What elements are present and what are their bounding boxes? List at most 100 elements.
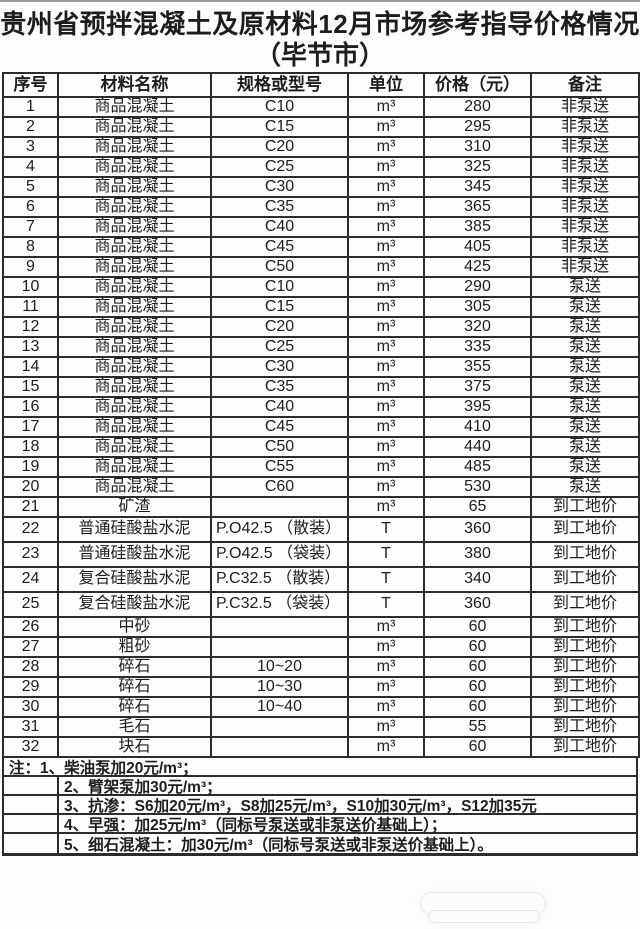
table-row: 21 矿渣 m³ 65 到工地价 [2, 496, 640, 518]
table-row: 5 商品混凝土 C30 m³ 345 非泵送 [2, 176, 640, 198]
cell-unit: m³ [347, 436, 425, 458]
column-header: 单位 [347, 72, 425, 98]
cell-material: 中砂 [57, 616, 212, 638]
cell-spec: C35 [210, 376, 349, 398]
cell-material: 商品混凝土 [57, 116, 212, 138]
table-row: 14 商品混凝土 C30 m³ 355 泵送 [2, 356, 640, 378]
cell-note: 到工地价 [530, 516, 640, 543]
cell-material: 复合硅酸盐水泥 [57, 566, 212, 593]
table-row: 6 商品混凝土 C35 m³ 365 非泵送 [2, 196, 640, 218]
cell-material: 块石 [57, 736, 212, 758]
cell-no: 11 [2, 296, 59, 318]
cell-note: 到工地价 [530, 496, 640, 518]
table-row: 30 碎石 10~40 m³ 60 到工地价 [2, 696, 640, 718]
cell-no: 29 [2, 676, 59, 698]
table-row: 29 碎石 10~30 m³ 60 到工地价 [2, 676, 640, 698]
cell-unit: m³ [347, 316, 425, 338]
cell-unit: m³ [347, 156, 425, 178]
table-row: 22 普通硅酸盐水泥 P.O42.5 （散装） T 360 到工地价 [2, 516, 640, 543]
cell-material: 矿渣 [57, 496, 212, 518]
cell-note: 非泵送 [530, 196, 640, 218]
cell-unit: m³ [347, 216, 425, 238]
cell-spec: C50 [210, 256, 349, 278]
table-row: 4 商品混凝土 C25 m³ 325 非泵送 [2, 156, 640, 178]
note-text: 注：1、柴油泵加20元/m³； [9, 759, 198, 777]
note-row: 2、臂架泵加30元/m³； [4, 777, 636, 796]
cell-spec: P.C32.5 （散装） [210, 566, 349, 593]
cell-unit: m³ [347, 676, 425, 698]
cell-note: 泵送 [530, 276, 640, 298]
cell-spec: C60 [210, 476, 349, 498]
title-block: 贵州省预拌混凝土及原材料12月市场参考指导价格情况 （毕节市） [0, 2, 640, 72]
cell-no: 26 [2, 616, 59, 638]
table-row: 31 毛石 m³ 55 到工地价 [2, 716, 640, 738]
cell-no: 19 [2, 456, 59, 478]
cell-material: 碎石 [57, 656, 212, 678]
cell-material: 商品混凝土 [57, 136, 212, 158]
cell-spec: C15 [210, 116, 349, 138]
table-row: 13 商品混凝土 C25 m³ 335 泵送 [2, 336, 640, 358]
cell-note: 到工地价 [530, 616, 640, 638]
cell-spec: C10 [210, 276, 349, 298]
cell-price: 485 [423, 456, 532, 478]
table-row: 3 商品混凝土 C20 m³ 310 非泵送 [2, 136, 640, 158]
cell-price: 405 [423, 236, 532, 258]
cell-no: 8 [2, 236, 59, 258]
column-header: 价格（元） [423, 72, 532, 98]
cell-price: 65 [423, 496, 532, 518]
cell-note: 非泵送 [530, 156, 640, 178]
cell-material: 商品混凝土 [57, 256, 212, 278]
cell-spec: P.O42.5 （袋装） [210, 541, 349, 568]
note-text: 3、抗渗：S6加20元/m³，S8加25元/m³，S10加30元/m³，S12加… [64, 797, 537, 815]
cell-unit: m³ [347, 96, 425, 118]
table-row: 9 商品混凝土 C50 m³ 425 非泵送 [2, 256, 640, 278]
cell-material: 复合硅酸盐水泥 [57, 591, 212, 618]
table-row: 16 商品混凝土 C40 m³ 395 泵送 [2, 396, 640, 418]
table-row: 7 商品混凝土 C40 m³ 385 非泵送 [2, 216, 640, 238]
header-row: 序号 材料名称 规格或型号 单位 价格（元） 备注 [2, 72, 640, 98]
cell-note: 泵送 [530, 436, 640, 458]
cell-no: 23 [2, 541, 59, 568]
cell-spec: C55 [210, 456, 349, 478]
cell-spec: C35 [210, 196, 349, 218]
cell-price: 395 [423, 396, 532, 418]
cell-material: 商品混凝土 [57, 356, 212, 378]
note-text: 2、臂架泵加30元/m³； [64, 778, 222, 796]
cell-no: 18 [2, 436, 59, 458]
table-row: 1 商品混凝土 C10 m³ 280 非泵送 [2, 96, 640, 118]
cell-price: 60 [423, 736, 532, 758]
cell-material: 商品混凝土 [57, 476, 212, 498]
note-indent-cell [4, 796, 59, 813]
note-indent-cell [4, 834, 59, 853]
cell-spec [210, 636, 349, 658]
cell-no: 3 [2, 136, 59, 158]
cell-spec: C30 [210, 176, 349, 198]
cell-material: 碎石 [57, 676, 212, 698]
cell-spec: C15 [210, 296, 349, 318]
cell-unit: m³ [347, 136, 425, 158]
notes-section: 注：1、柴油泵加20元/m³； 2、臂架泵加30元/m³； 3、抗渗：S6加20元/… [2, 758, 638, 856]
cell-no: 20 [2, 476, 59, 498]
cell-material: 商品混凝土 [57, 156, 212, 178]
cell-no: 10 [2, 276, 59, 298]
note-row: 注：1、柴油泵加20元/m³； [4, 758, 636, 777]
cell-unit: m³ [347, 616, 425, 638]
note-row: 5、细石混凝土：加30元/m³（同标号泵送或非泵送价基础上）。 [4, 834, 636, 854]
cell-no: 25 [2, 591, 59, 618]
cell-price: 530 [423, 476, 532, 498]
cell-spec: C50 [210, 436, 349, 458]
cell-spec: 10~40 [210, 696, 349, 718]
table-row: 32 块石 m³ 60 到工地价 [2, 736, 640, 758]
cell-unit: m³ [347, 736, 425, 758]
cell-spec: C20 [210, 136, 349, 158]
table-row: 20 商品混凝土 C60 m³ 530 泵送 [2, 476, 640, 498]
table-row: 25 复合硅酸盐水泥 P.C32.5 （袋装） T 360 到工地价 [2, 591, 640, 618]
table-row: 23 普通硅酸盐水泥 P.O42.5 （袋装） T 380 到工地价 [2, 541, 640, 568]
cell-spec [210, 736, 349, 758]
cell-unit: m³ [347, 256, 425, 278]
cell-no: 24 [2, 566, 59, 593]
note-indent-cell [4, 777, 59, 794]
page-title: 贵州省预拌混凝土及原材料12月市场参考指导价格情况 [0, 9, 640, 39]
cell-price: 440 [423, 436, 532, 458]
